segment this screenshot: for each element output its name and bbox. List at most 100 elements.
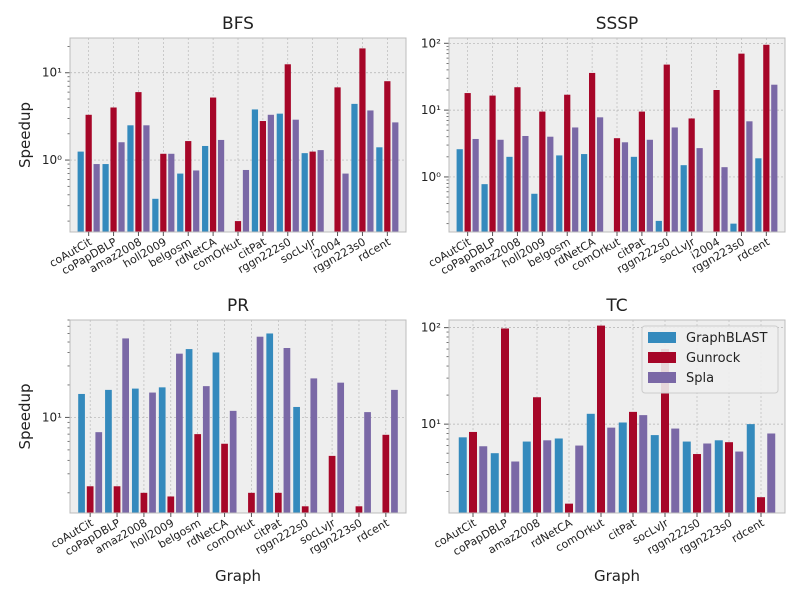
y-tick-label: 10¹ xyxy=(42,410,62,424)
legend-swatch-spla xyxy=(648,372,676,383)
bar-graphblast-copapdblp xyxy=(105,389,112,513)
bar-gunrock-rdcent xyxy=(763,44,770,233)
legend: GraphBLAST Gunrock Spla xyxy=(641,325,779,394)
bar-spla-soclvjr xyxy=(317,150,324,232)
bar-spla-rdnetca xyxy=(229,410,237,513)
bar-graphblast-rdnetca xyxy=(212,352,220,513)
bar-gunrock-coautcit xyxy=(85,114,92,232)
bar-gunrock-soclvjr xyxy=(309,151,316,232)
bar-gunrock-rdcent xyxy=(382,434,390,513)
bar-spla-comorkut xyxy=(242,169,250,232)
bar-gunrock-copapdblp xyxy=(501,328,509,513)
bar-spla-rggn223s0 xyxy=(364,412,371,513)
bar-spla-holl2009 xyxy=(547,136,554,232)
bar-spla-coautcit xyxy=(93,164,100,232)
y-tick-label: 10⁰ xyxy=(421,170,441,184)
bar-spla-holl2009 xyxy=(168,153,175,232)
bar-spla-rdnetca xyxy=(575,445,584,513)
bar-graphblast-comorkut xyxy=(586,413,595,513)
legend-swatch-graphblast xyxy=(648,332,676,343)
bar-graphblast-rggn222s0 xyxy=(655,220,662,232)
bar-spla-rggn222s0 xyxy=(292,119,299,232)
legend-swatch-gunrock xyxy=(648,352,676,363)
bar-graphblast-rdcent xyxy=(376,147,383,232)
y-axis-label: Speedup xyxy=(16,102,34,168)
bar-gunrock-rggn222s0 xyxy=(663,64,670,233)
bar-graphblast-rdcent xyxy=(755,158,762,232)
bar-gunrock-coautcit xyxy=(86,486,94,513)
legend-label-gunrock: Gunrock xyxy=(686,351,741,366)
bar-graphblast-amaz2008 xyxy=(522,441,531,513)
bar-spla-rggn223s0 xyxy=(367,110,374,232)
bar-graphblast-citpat xyxy=(618,422,627,513)
bar-gunrock-comorkut xyxy=(234,221,242,232)
bar-spla-rggn222s0 xyxy=(310,378,318,513)
bar-spla-coautcit xyxy=(479,446,488,513)
bar-gunrock-copapdblp xyxy=(489,95,496,232)
y-tick-label: 10⁰ xyxy=(42,153,62,167)
bar-graphblast-citpat xyxy=(266,333,274,513)
bar-gunrock-rggn223s0 xyxy=(738,53,745,232)
bar-gunrock-coautcit xyxy=(469,431,477,513)
legend-label-spla: Spla xyxy=(686,371,714,386)
bar-gunrock-amaz2008 xyxy=(135,92,142,232)
y-tick-label: 10² xyxy=(421,321,441,335)
bar-graphblast-soclvjr xyxy=(680,165,687,232)
bar-graphblast-soclvjr xyxy=(301,153,308,232)
chart-title: PR xyxy=(227,296,249,316)
bar-spla-citpat xyxy=(646,139,653,232)
bar-gunrock-rggn223s0 xyxy=(355,506,363,513)
y-tick-label: 10² xyxy=(421,36,441,50)
bar-gunrock-rdnetca xyxy=(565,503,573,513)
bar-spla-belgosm xyxy=(572,127,579,232)
bar-graphblast-rggn222s0 xyxy=(276,113,283,232)
bar-graphblast-amaz2008 xyxy=(127,125,134,232)
bar-gunrock-i2004 xyxy=(713,90,720,232)
x-axis-label: Graph xyxy=(215,567,261,585)
bar-graphblast-coautcit xyxy=(77,151,84,232)
bar-gunrock-citpat xyxy=(274,492,282,513)
bar-graphblast-copapdblp xyxy=(102,164,109,232)
bar-spla-rggn222s0 xyxy=(671,127,678,232)
bar-spla-soclvjr xyxy=(696,148,703,232)
bar-graphblast-soclvjr xyxy=(650,435,659,513)
bar-spla-belgosm xyxy=(193,170,200,232)
bar-spla-rdcent xyxy=(771,84,778,232)
bar-gunrock-comorkut xyxy=(613,138,621,232)
y-tick-label: 10¹ xyxy=(421,417,441,431)
bar-spla-rdcent xyxy=(392,122,399,232)
bar-graphblast-rggn222s0 xyxy=(293,406,300,513)
bar-gunrock-rggn222s0 xyxy=(301,506,309,513)
bar-graphblast-copapdblp xyxy=(481,184,488,232)
bar-spla-rggn223s0 xyxy=(735,451,744,513)
bar-spla-belgosm xyxy=(202,386,210,513)
bar-graphblast-belgosm xyxy=(556,155,563,232)
x-axis-label: Graph xyxy=(594,567,640,585)
bar-gunrock-rggn223s0 xyxy=(359,48,366,232)
bar-spla-amaz2008 xyxy=(543,440,552,513)
bar-gunrock-rdnetca xyxy=(221,443,228,513)
bar-graphblast-coautcit xyxy=(456,149,463,232)
bar-gunrock-amaz2008 xyxy=(514,87,521,232)
y-tick-label: 10¹ xyxy=(42,66,62,80)
bar-graphblast-citpat xyxy=(630,156,638,232)
bar-spla-citpat xyxy=(267,114,274,232)
bar-gunrock-rdcent xyxy=(384,81,391,232)
bar-gunrock-holl2009 xyxy=(160,153,167,232)
bar-gunrock-amaz2008 xyxy=(533,397,541,513)
bar-spla-amaz2008 xyxy=(143,125,150,232)
bar-gunrock-amaz2008 xyxy=(140,492,148,513)
y-tick-label: 10¹ xyxy=(421,103,441,117)
y-axis-label: Speedup xyxy=(16,383,34,449)
bar-gunrock-rggn222s0 xyxy=(284,64,291,232)
bar-spla-coautcit xyxy=(95,432,103,513)
bar-gunrock-citpat xyxy=(638,111,645,232)
bar-spla-coautcit xyxy=(472,138,479,232)
bar-spla-rdcent xyxy=(391,389,398,513)
chart-panel-bfs: 10⁰10¹coAutCitcoPapDBLPamaz2008holl2009b… xyxy=(16,14,407,277)
chart-panel-sssp: 10⁰10¹10²coAutCitcoPapDBLPamaz2008holl20… xyxy=(421,14,786,277)
bar-graphblast-rdnetca xyxy=(581,154,588,232)
bar-graphblast-holl2009 xyxy=(531,193,538,232)
x-tick-label: rdcent xyxy=(729,516,767,545)
